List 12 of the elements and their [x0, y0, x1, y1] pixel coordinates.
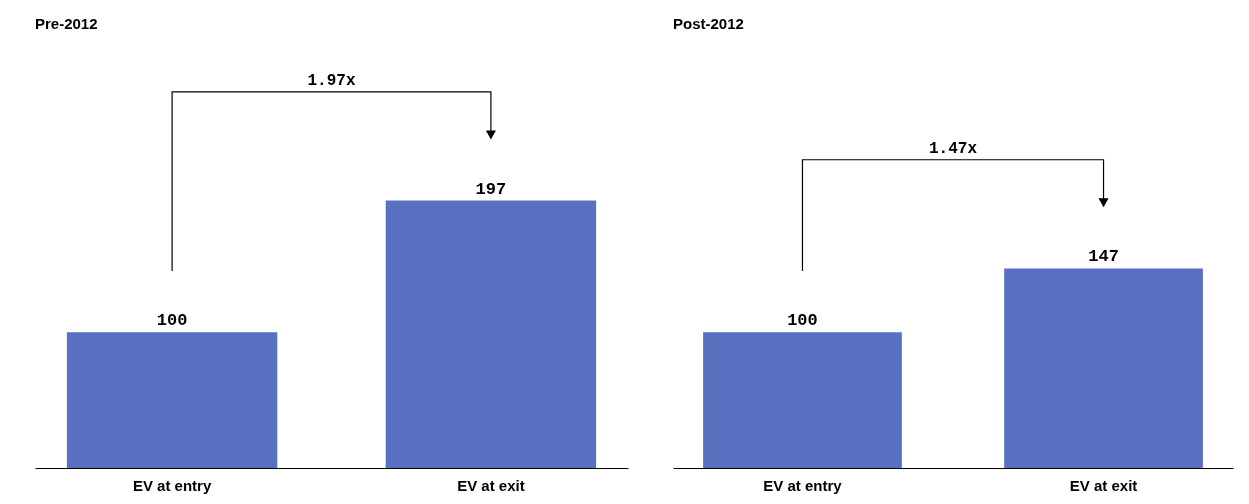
chart-title: Pre-2012 [35, 15, 98, 32]
text: 1.47x [928, 139, 978, 158]
data-label: 100 [156, 311, 188, 331]
data-label: 197 [475, 179, 507, 199]
data-label: 147 [1088, 247, 1119, 267]
x-tick-label: EV at exit [457, 476, 525, 494]
x-tick-label: EV at entry [132, 476, 212, 494]
x-tick-label: EV at exit [1069, 476, 1138, 494]
data-label: 100 [787, 311, 818, 331]
text: 1.97x [307, 71, 356, 90]
chart-title: Post-2012 [673, 15, 744, 32]
x-tick-label: EV at entry [763, 476, 843, 494]
